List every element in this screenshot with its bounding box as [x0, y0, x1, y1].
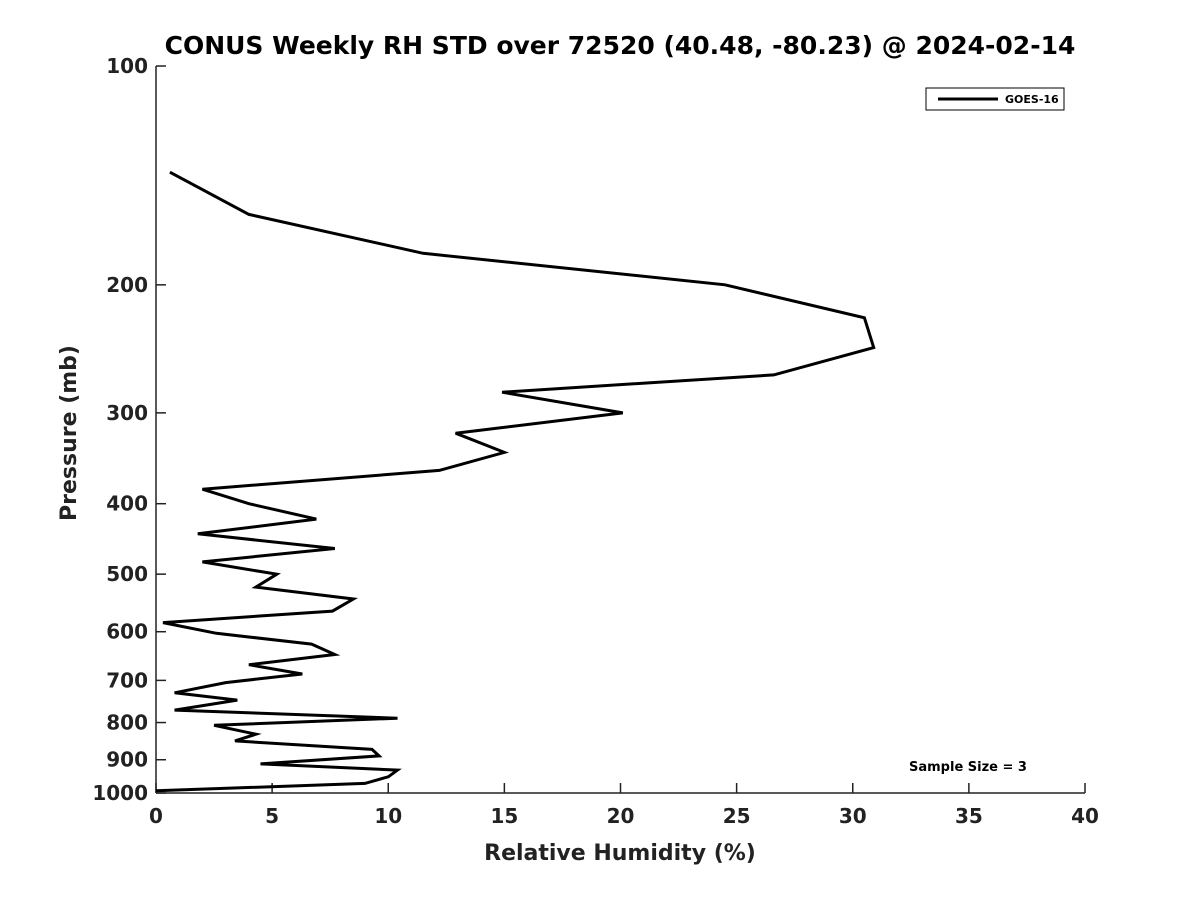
x-tick-label: 15	[490, 804, 518, 828]
chart-title: CONUS Weekly RH STD over 72520 (40.48, -…	[165, 31, 1076, 60]
series-layer	[155, 170, 876, 793]
y-tick-label: 300	[106, 401, 148, 425]
y-axis-label: Pressure (mb)	[57, 345, 82, 521]
sample-size-annotation: Sample Size = 3	[909, 760, 1027, 775]
x-axis-ticks: 0 5 10 15 20 25 30 35 40	[149, 783, 1099, 828]
series-line-goes-16	[155, 170, 876, 793]
x-tick-label: 40	[1071, 804, 1099, 828]
y-tick-label: 200	[106, 273, 148, 297]
y-tick-label: 600	[106, 620, 148, 644]
x-tick-label: 30	[839, 804, 867, 828]
y-tick-label: 500	[106, 562, 148, 586]
x-tick-label: 20	[607, 804, 635, 828]
x-tick-label: 25	[723, 804, 751, 828]
legend: GOES-16	[925, 87, 1065, 111]
x-tick-label: 0	[149, 804, 163, 828]
legend-label-goes-16: GOES-16	[1005, 93, 1059, 106]
y-tick-label: 1000	[92, 781, 148, 805]
x-tick-label: 5	[265, 804, 279, 828]
x-tick-label: 35	[955, 804, 983, 828]
y-tick-label: 100	[106, 54, 148, 78]
y-tick-label: 900	[106, 748, 148, 772]
y-axis-ticks: 100 200 300 400 500 600 700 800 900 1000	[92, 54, 166, 805]
y-tick-label: 700	[106, 668, 148, 692]
x-tick-label: 10	[374, 804, 402, 828]
y-tick-label: 800	[106, 711, 148, 735]
y-tick-label: 400	[106, 492, 148, 516]
axes	[155, 66, 1085, 794]
x-axis-label: Relative Humidity (%)	[484, 841, 756, 866]
